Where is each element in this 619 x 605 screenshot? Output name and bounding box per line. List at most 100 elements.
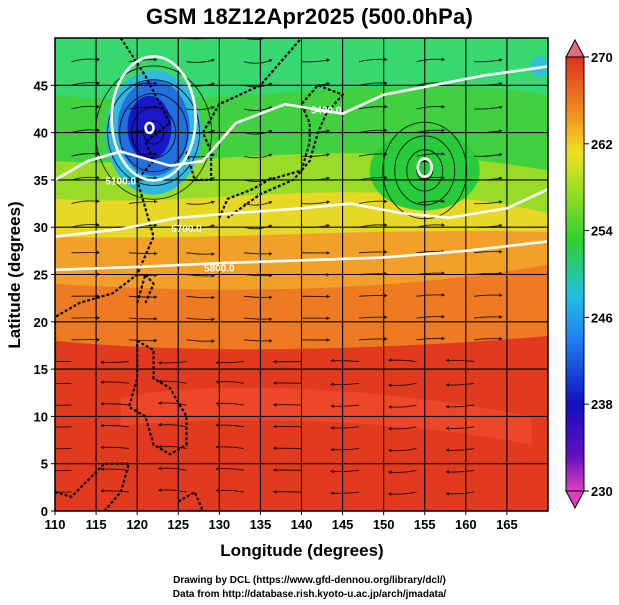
contour-second-low [416,157,434,178]
streamline [71,104,101,110]
streamline [243,106,273,111]
x-tick-label: 135 [250,517,272,532]
streamline [473,293,503,297]
streamline [358,293,388,298]
streamline [243,201,273,206]
streamline [473,336,503,341]
contour-label: 5800.0 [204,264,235,275]
streamline [301,200,331,205]
streamline [445,404,475,409]
streamline [474,200,503,205]
streamline [243,295,273,300]
colorbar: 270 262 254 246 238 230 [565,38,613,510]
streamline [243,317,273,321]
colorbar-top-triangle [565,38,585,58]
streamline [215,379,245,384]
x-tick-label: 155 [414,517,436,532]
contour-5400 [55,65,548,182]
streamline [330,447,360,452]
contour-label: 5400.0 [311,106,342,117]
coastline-philippines [127,339,188,456]
contour-5800 [55,240,548,272]
streamline [215,401,245,406]
streamline [358,104,388,110]
streamline [100,489,130,493]
streamline [100,423,130,428]
streamline [128,251,158,256]
streamline [301,58,331,63]
streamline [330,426,360,430]
credit-line-2: Data from http://database.rish.kyoto-u.a… [172,589,447,600]
coastline-vietnam [55,321,57,398]
contour-low-outer [110,55,197,182]
contour-label: 5100.0 [105,177,136,188]
streamline [473,315,503,319]
streamline [445,358,475,363]
coastline-korea [185,38,303,181]
colorbar-tick-label: 246 [591,310,613,325]
streamline [387,404,417,409]
streamline [445,426,475,431]
streamline [128,199,158,204]
colorbar-tick-label: 230 [591,484,613,499]
streamline [186,295,216,300]
streamline [301,153,331,157]
streamline [243,224,273,230]
streamline [330,469,360,474]
streamline [100,401,130,406]
streamline [445,491,475,496]
streamline [243,252,273,256]
x-tick-label: 160 [455,517,477,532]
y-tick-label: 40 [34,126,48,141]
y-tick-label: 20 [34,315,48,330]
y-tick-label: 35 [34,173,48,188]
colorbar-tick-label: 270 [591,50,613,65]
streamline [387,426,417,431]
cold-low-core [127,95,172,160]
streamline [128,338,158,343]
x-tick-label: 110 [45,517,66,532]
streamline [157,422,187,428]
streamline [416,314,446,319]
y-tick-label: 5 [41,457,48,472]
x-tick-label: 130 [208,517,230,532]
streamline [445,382,475,387]
streamline [416,57,446,63]
streamline [71,152,101,157]
streamline [358,250,388,254]
streamline [445,469,475,474]
contour-low-core [144,121,155,135]
x-tick-label: 165 [496,517,518,532]
streamline [157,488,187,493]
streamline [215,445,245,450]
coastline-japan [218,83,345,219]
streamline [474,58,503,63]
x-tick-label: 125 [167,517,189,532]
streamline [157,466,187,471]
y-tick-label: 25 [34,268,48,283]
streamline [416,199,446,204]
streamline [387,358,417,362]
x-tick-label: 140 [291,517,313,532]
y-tick-label: 15 [34,362,48,377]
streamline [186,58,216,63]
streamline [243,153,273,159]
streamline [100,380,130,384]
streamline [387,491,417,496]
streamline [330,382,360,387]
streamline [387,469,417,475]
y-tick-label: 30 [34,220,48,235]
streamline [358,337,388,341]
streamline [71,81,101,86]
streamline [71,128,101,134]
x-tick-label: 150 [373,517,395,532]
coastline-asia [55,38,172,319]
streamline [157,379,187,384]
temperature-field: 5100.0 5400.0 5700.0 5800.0 [55,38,548,511]
x-tick-label: 115 [86,517,107,532]
streamline [215,423,245,428]
streamline [186,200,216,205]
colorbar-bottom-triangle [565,490,585,510]
streamline [100,360,129,365]
streamline [157,444,187,450]
